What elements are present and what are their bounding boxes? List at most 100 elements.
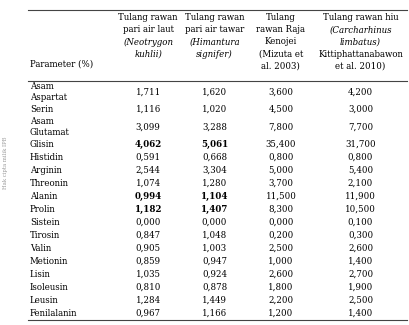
Text: 2,600: 2,600 — [268, 270, 293, 279]
Text: pari air tawar: pari air tawar — [185, 25, 244, 34]
Text: 1,900: 1,900 — [348, 283, 373, 292]
Text: 1,182: 1,182 — [135, 205, 162, 214]
Text: 0,300: 0,300 — [348, 231, 373, 240]
Text: 0,800: 0,800 — [348, 153, 373, 162]
Text: 7,700: 7,700 — [348, 122, 373, 131]
Text: 3,099: 3,099 — [136, 122, 161, 131]
Text: Asam
Glutamat: Asam Glutamat — [30, 117, 70, 137]
Text: Leusin: Leusin — [30, 296, 58, 305]
Text: (Carcharhinus: (Carcharhinus — [329, 25, 392, 34]
Text: al. 2003): al. 2003) — [261, 62, 300, 71]
Text: 4,500: 4,500 — [268, 105, 293, 114]
Text: 0,000: 0,000 — [268, 218, 294, 227]
Text: 7,800: 7,800 — [268, 122, 294, 131]
Text: Tulang rawan: Tulang rawan — [185, 13, 244, 22]
Text: 3,600: 3,600 — [268, 88, 293, 97]
Text: Metionin: Metionin — [30, 257, 68, 266]
Text: Parameter (%): Parameter (%) — [30, 59, 93, 69]
Text: 0,859: 0,859 — [136, 257, 161, 266]
Text: 0,878: 0,878 — [202, 283, 227, 292]
Text: 0,200: 0,200 — [268, 231, 294, 240]
Text: 0,100: 0,100 — [348, 218, 373, 227]
Text: 2,500: 2,500 — [348, 296, 373, 305]
Text: 0,810: 0,810 — [135, 283, 161, 292]
Text: 8,300: 8,300 — [268, 205, 293, 214]
Text: 1,407: 1,407 — [201, 205, 228, 214]
Text: 1,074: 1,074 — [136, 179, 161, 188]
Text: (Mizuta et: (Mizuta et — [259, 49, 303, 58]
Text: 4,062: 4,062 — [135, 139, 162, 149]
Text: Valin: Valin — [30, 244, 51, 253]
Text: Alanin: Alanin — [30, 192, 57, 201]
Text: Kenojei: Kenojei — [265, 37, 297, 46]
Text: Sistein: Sistein — [30, 218, 59, 227]
Text: Histidin: Histidin — [30, 153, 64, 162]
Text: 0,947: 0,947 — [202, 257, 227, 266]
Text: 1,104: 1,104 — [201, 192, 228, 201]
Text: 4,200: 4,200 — [348, 88, 373, 97]
Text: Isoleusin: Isoleusin — [30, 283, 69, 292]
Text: 2,700: 2,700 — [348, 270, 373, 279]
Text: Prolin: Prolin — [30, 205, 56, 214]
Text: 1,284: 1,284 — [136, 296, 161, 305]
Text: 1,200: 1,200 — [268, 309, 294, 318]
Text: 5,400: 5,400 — [348, 166, 373, 175]
Text: (Himantura: (Himantura — [189, 37, 240, 46]
Text: 35,400: 35,400 — [265, 139, 296, 149]
Text: Threonin: Threonin — [30, 179, 69, 188]
Text: 2,600: 2,600 — [348, 244, 373, 253]
Text: 2,500: 2,500 — [268, 244, 293, 253]
Text: 5,061: 5,061 — [201, 139, 228, 149]
Text: 0,591: 0,591 — [136, 153, 161, 162]
Text: 0,924: 0,924 — [202, 270, 227, 279]
Text: 1,280: 1,280 — [202, 179, 227, 188]
Text: et al. 2010): et al. 2010) — [335, 62, 386, 71]
Text: 1,035: 1,035 — [136, 270, 161, 279]
Text: 1,000: 1,000 — [268, 257, 294, 266]
Text: 3,000: 3,000 — [348, 105, 373, 114]
Text: Glisin: Glisin — [30, 139, 55, 149]
Text: 10,500: 10,500 — [345, 205, 376, 214]
Text: 5,000: 5,000 — [268, 166, 294, 175]
Text: 0,905: 0,905 — [136, 244, 161, 253]
Text: 1,800: 1,800 — [268, 283, 294, 292]
Text: Lisin: Lisin — [30, 270, 51, 279]
Text: Kittiphattanabawon: Kittiphattanabawon — [318, 49, 403, 58]
Text: Tirosin: Tirosin — [30, 231, 60, 240]
Text: 1,449: 1,449 — [202, 296, 227, 305]
Text: 0,668: 0,668 — [202, 153, 227, 162]
Text: (Neotrygon: (Neotrygon — [123, 37, 173, 46]
Text: rawan Raja: rawan Raja — [256, 25, 306, 34]
Text: limbatus): limbatus) — [340, 37, 381, 46]
Text: 1,020: 1,020 — [202, 105, 227, 114]
Text: 3,288: 3,288 — [202, 122, 227, 131]
Text: 3,304: 3,304 — [202, 166, 227, 175]
Text: 0,994: 0,994 — [135, 192, 162, 201]
Text: Tulang: Tulang — [266, 13, 296, 22]
Text: 0,967: 0,967 — [136, 309, 161, 318]
Text: Serin: Serin — [30, 105, 53, 114]
Text: 1,116: 1,116 — [135, 105, 161, 114]
Text: 11,500: 11,500 — [265, 192, 297, 201]
Text: 0,847: 0,847 — [136, 231, 161, 240]
Text: 31,700: 31,700 — [345, 139, 376, 149]
Text: Fenilalanin: Fenilalanin — [30, 309, 77, 318]
Text: Hak cipta milik IPB: Hak cipta milik IPB — [3, 136, 8, 189]
Text: signifer): signifer) — [196, 49, 233, 58]
Text: 1,003: 1,003 — [202, 244, 227, 253]
Text: 1,400: 1,400 — [348, 257, 373, 266]
Text: 1,620: 1,620 — [202, 88, 227, 97]
Text: Tulang rawan hiu: Tulang rawan hiu — [323, 13, 398, 22]
Text: 0,000: 0,000 — [202, 218, 227, 227]
Text: 2,100: 2,100 — [348, 179, 373, 188]
Text: 1,400: 1,400 — [348, 309, 373, 318]
Text: 3,700: 3,700 — [268, 179, 293, 188]
Text: kuhlii): kuhlii) — [134, 49, 162, 58]
Text: 1,048: 1,048 — [202, 231, 227, 240]
Text: Tulang rawan: Tulang rawan — [119, 13, 178, 22]
Text: 11,900: 11,900 — [345, 192, 376, 201]
Text: 2,544: 2,544 — [136, 166, 161, 175]
Text: 1,166: 1,166 — [202, 309, 227, 318]
Text: Arginin: Arginin — [30, 166, 62, 175]
Text: Asam
Aspartat: Asam Aspartat — [30, 82, 67, 102]
